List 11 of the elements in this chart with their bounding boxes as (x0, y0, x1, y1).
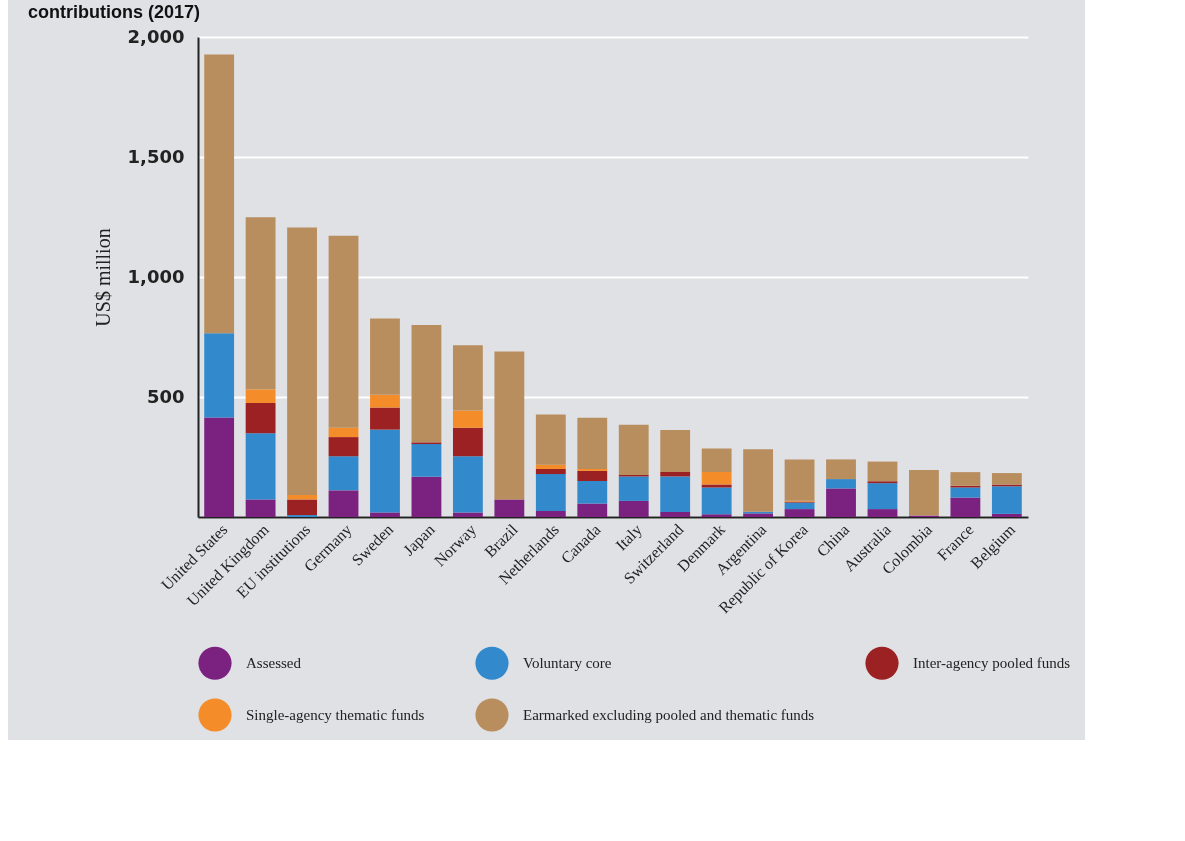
y-tick-label: 2,000 (127, 25, 185, 47)
y-tick-label: 1,500 (127, 145, 185, 167)
chart-title: contributions (2017) (28, 2, 201, 22)
legend-label: Single-agency thematic funds (246, 707, 425, 723)
legend-label: Assessed (246, 655, 302, 672)
legend-label: Inter-agency pooled funds (913, 655, 1071, 672)
y-tick-label: 500 (146, 385, 185, 407)
y-axis-title: US$ million (91, 228, 114, 327)
y-tick-label: 1,000 (127, 265, 185, 287)
legend-label: Earmarked excluding pooled and thematic funds (523, 707, 815, 723)
legend-label: Voluntary core (523, 655, 612, 672)
